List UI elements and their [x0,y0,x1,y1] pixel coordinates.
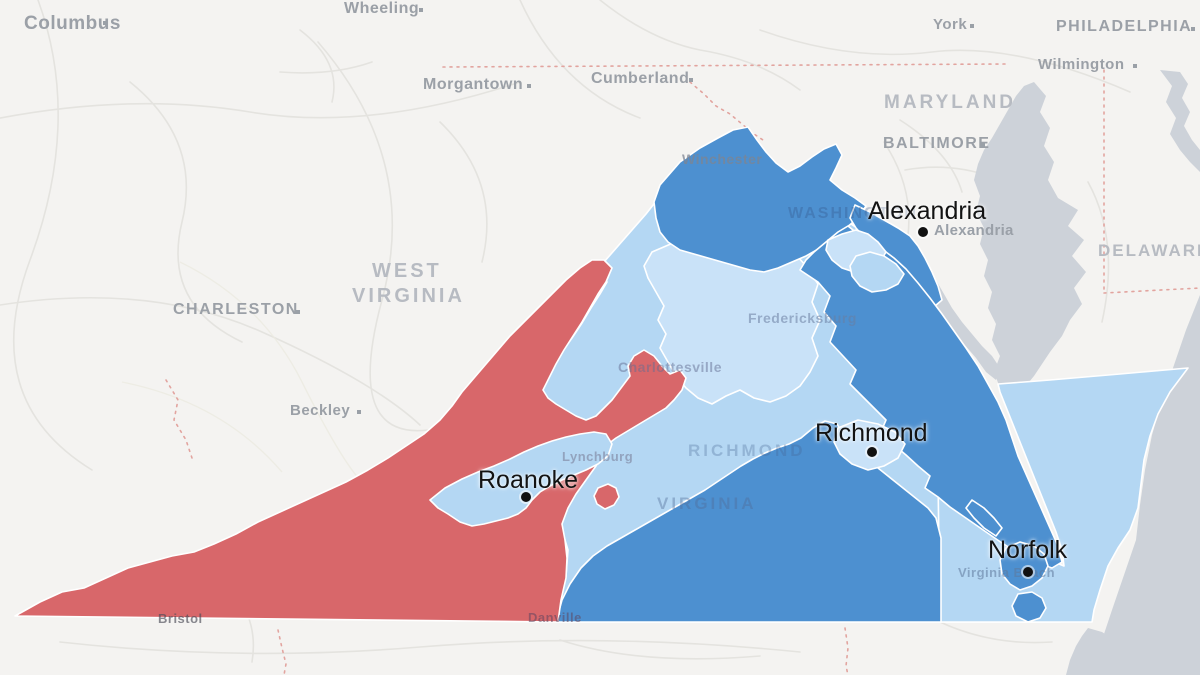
district-southwest-red [14,259,687,623]
map-label-beckley-marker [357,410,361,414]
map-label-charleston-marker [296,310,300,314]
map-label-baltimore-marker [981,143,985,147]
overlay-label-alexandria: Alexandria [934,222,1014,239]
delaware-river [1160,70,1200,172]
overlay-label-charlottesville: Charlottesville [618,359,722,375]
city-alexandria-marker [918,227,928,237]
districts [14,126,1189,623]
map-label-columbus-marker [103,21,107,25]
overlay-label-danville: Danville [528,610,582,625]
map-label-york: York [933,16,968,33]
district-tidewater-band-blue [799,225,1063,569]
overlay-label-bristol: Bristol [158,611,203,626]
map-label-philadelphia-marker [1191,27,1195,31]
map-label-york-marker [970,24,974,28]
district-northern-blue [653,126,867,273]
city-richmond-marker [867,447,877,457]
chesapeake-bay [974,82,1086,394]
district-red-enclave [593,483,620,510]
map-label-west: WEST [372,260,442,282]
coastal-sound [1066,628,1128,675]
city-alexandria: Alexandria [868,197,987,225]
overlay-label-richmond: RICHMOND [688,441,806,460]
city-norfolk: Norfolk [988,536,1068,564]
map-label-morgantown: Morgantown [423,76,524,93]
map-label-virginia: VIRGINIA [352,285,465,307]
map-label-charleston: CHARLESTON [173,301,299,318]
map-label-wheeling: Wheeling [344,0,420,17]
overlay-label-fredericksburg: Fredericksburg [748,310,857,326]
map-label-wilmington: Wilmington [1038,56,1125,73]
state-border-dotted [165,63,1200,675]
district-newportnews-arm [965,499,1003,537]
map-label-philadelphia: PHILADELPHIA [1056,18,1193,35]
map-label-morgantown-marker [527,84,531,88]
county-lines [121,261,363,483]
atlantic-ocean [1094,295,1200,675]
map-label-beckley: Beckley [290,402,351,419]
overlay-label-lynchburg: Lynchburg [562,449,634,464]
district-alexandria-pocket-light [849,251,905,293]
map-label-wheeling-marker [419,8,423,12]
city-richmond: Richmond [815,419,928,447]
district-norfolk-blob [999,541,1049,591]
map-label-maryland: MARYLAND [884,92,1017,113]
water-bodies [888,70,1200,675]
map-label-columbus: Columbus [24,13,121,34]
city-roanoke-marker [521,492,531,502]
overlay-label-virginia: VIRGINIA [657,494,757,513]
map-label-cumberland-marker [689,78,693,82]
city-roanoke: Roanoke [478,466,579,494]
district-southside-blue [555,420,942,623]
city-norfolk-marker [1023,567,1033,577]
map-label-cumberland: Cumberland [591,70,690,87]
district-portsmouth-blob [1011,591,1047,623]
map-label-baltimore: BALTIMORE [883,135,991,152]
map-label-wilmington-marker [1133,64,1137,68]
district-roanoke-pocket-light [429,431,613,527]
overlay-label-winchester: Winchester [682,151,763,167]
district-richmond-pocket-lighter [833,419,906,471]
overlay-label-washington: WASHINGTON [788,205,918,222]
map-label-delaware: DELAWARE [1098,241,1200,260]
